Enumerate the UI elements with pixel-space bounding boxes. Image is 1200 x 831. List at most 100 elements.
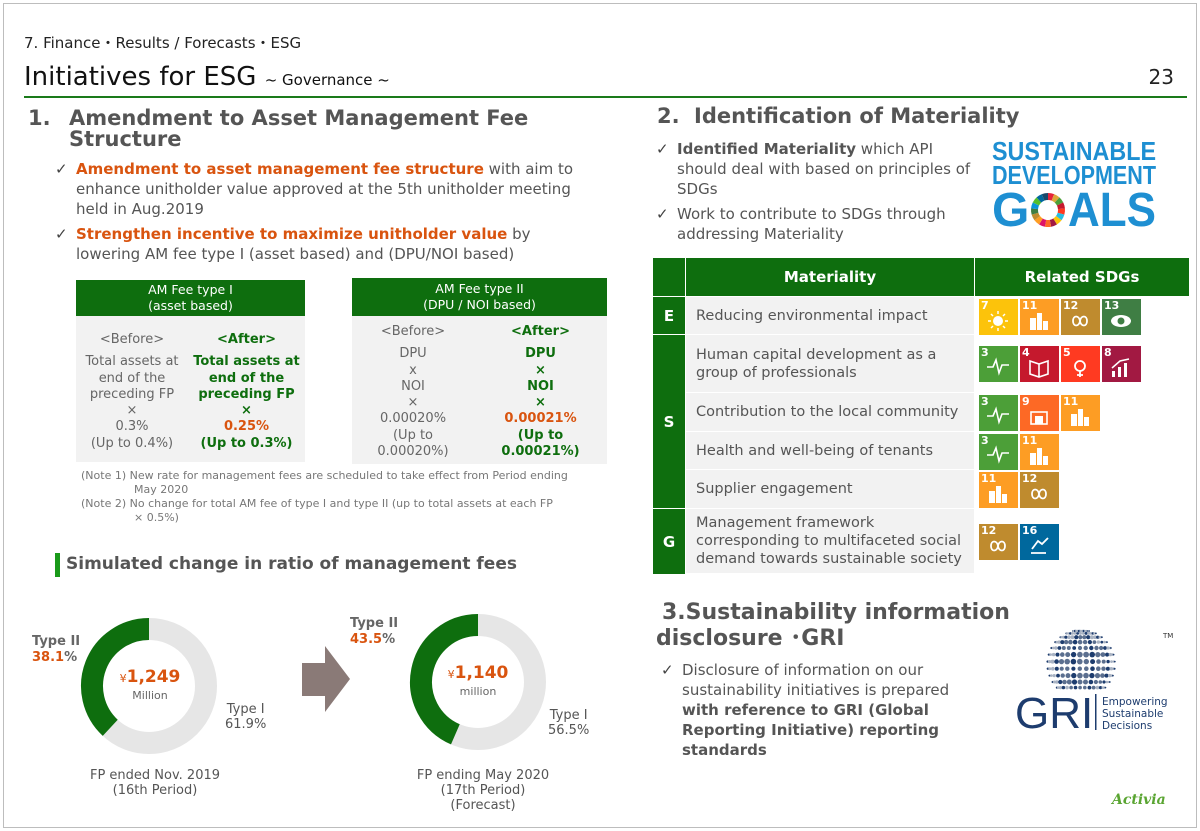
sdg-logo: SUSTAINABLE DEVELOPMENT G ALS [992,138,1156,230]
caption-line: (17th Period) [440,783,526,798]
donut-charts [81,614,546,754]
note1-line1: (Note 1) New rate for management fees ar… [81,469,568,482]
donut2-amount: 1,140 [454,663,509,683]
section3-bullet: ✓ Disclosure of information on our susta… [661,660,981,760]
sdg-goal-8-icon: 8 [1102,346,1141,382]
table-corner [653,258,685,296]
fee1-after: <After> Total assets at end of the prece… [188,316,305,462]
table-row: Health and well-being of tenants 3 11 [686,432,1189,470]
title-rule [24,96,1187,98]
page-title-text: Initiatives for ESG [24,62,257,92]
note1-line2: May 2020 [134,483,189,496]
table-row: Contribution to the local community 3 9 11 [686,393,1189,432]
bullet-highlight: Amendment to asset management fee struct… [76,160,484,178]
donut1-type2-label: Type II 38.1% [32,634,80,666]
donut2-type1-label: Type I 56.5% [548,708,589,738]
fee-line: DPU [399,346,427,362]
fee2-header: AM Fee type II (DPU / NOI based) [352,278,607,316]
page-subtitle: ~ Governance ~ [264,71,390,89]
fee-line: NOI [401,378,425,394]
row-text: Contribution to the local community [686,393,974,431]
table-row: Reducing environmental impact 7 11 12 13 [686,297,1189,335]
fee-line: <After> [217,332,276,347]
page-title: Initiatives for ESG ~ Governance ~ [24,62,390,92]
fee-line: x [409,362,417,378]
sdg-goal-5-icon: 5 [1061,346,1100,382]
gri-letters: GRI [1015,689,1093,738]
yen-sign: ¥ [119,672,127,685]
sdg-logo-line1: SUSTAINABLE [992,138,1156,166]
check-icon: ✓ [656,205,669,223]
section2-bullet1: ✓ Identified Materiality which API shoul… [656,139,976,199]
fee-line: Total assets at [85,354,179,370]
category-e: E [653,297,685,334]
donut2-caption: FP ending May 2020 (17th Period) (Foreca… [398,768,568,813]
sdg-goal-3-icon: 3 [979,395,1018,431]
section3-heading-line1: 3.Sustainability information [662,600,1010,625]
section-label: 7. Finance・Results / Forecasts・ESG [24,34,302,52]
sdg-goal-11-icon: 11 [1020,299,1059,335]
sdg-goal-16-icon: 16 [1020,523,1059,560]
section1-bullet2: ✓ Strengthen incentive to maximize unith… [55,224,595,264]
gri-tag3: Decisions [1102,720,1152,732]
fee-line: 0.00020%) [377,444,449,460]
sdg-goal-3-icon: 3 [979,434,1018,470]
donut2-type2-label: Type II 43.5% [350,616,398,648]
fee-line: end of the [98,370,166,386]
row-text: Health and well-being of tenants [686,432,974,469]
section1-number: 1. [28,106,51,130]
fee-line: 0.00020% [379,411,447,427]
gri-logo: TM GRI Empowering Sustainable Decisions [1015,629,1173,738]
fee1-header-line1: AM Fee type I [148,282,233,297]
donut1-type2-pct: 38.1 [32,650,65,665]
page-number: 23 [1148,65,1174,89]
row-text: Management framework corresponding to mu… [686,509,974,573]
fee2-header-line1: AM Fee type II [435,281,524,296]
notes: (Note 1) New rate for management fees ar… [81,469,621,525]
donut1-type2-sign: % [64,650,78,665]
row-text: Human capital development as a group of … [686,335,974,392]
sim-title-bar [55,553,60,577]
fee-line: <Before> [380,324,446,339]
donut2-center: ¥1,140 million [438,663,518,699]
fee-line: × [126,403,138,419]
check-icon: ✓ [55,160,68,178]
row-sdgs: 11 12 [975,470,1189,508]
gri-tag1: Empowering [1102,696,1168,708]
category-g: G [653,509,685,574]
caption-line: FP ending May 2020 [416,768,550,783]
table-row: Management framework corresponding to mu… [686,509,1189,574]
donut1-type1-pct: 61.9% [225,717,267,732]
section3-heading-line2: disclosure ･GRI [656,626,845,651]
fee-line: 0.00021% [504,411,577,427]
fee1-header-line2: (asset based) [148,298,233,313]
fee-line: NOI [527,378,554,394]
sdg-goal-7-icon: 7 [979,299,1018,335]
section2-number: 2. [657,104,680,128]
row-sdgs: 7 11 12 13 [975,297,1189,335]
fee-line: 0.25% [223,419,270,435]
donut-chart-2 [410,614,546,750]
fee2-after: <After> DPU × NOI × 0.00021% (Up to 0.00… [474,316,607,464]
sdg-goal-11-icon: 11 [1020,434,1059,470]
donut2-type1-name: Type I [549,708,588,723]
sdg-goal-12-icon: 12 [979,523,1018,560]
sdg-goal-13-icon: 13 [1102,299,1141,335]
fee-line: (Up to [392,427,434,443]
fee-line: × [535,362,546,378]
slice-type2 [81,618,150,736]
fee-line: 0.3% [115,419,149,435]
sdg-goal-11-icon: 11 [979,472,1018,508]
row-sdgs: 12 16 [975,509,1189,573]
fee1-before: <Before> Total assets at end of the prec… [76,316,188,462]
fee-line: × [407,395,419,411]
donut1-type2-name: Type II [32,634,81,649]
sim-title: Simulated change in ratio of management … [66,554,517,574]
row-sdgs: 3 9 11 [975,393,1189,431]
donut1-caption: FP ended Nov. 2019 (16th Period) [70,768,240,798]
gri-tm: TM [1162,632,1173,640]
materiality-table: Materiality Related SDGs E S G Reducing … [653,258,1189,574]
section2-heading: Identification of Materiality [694,104,1020,128]
sdg-logo-als: ALS [1068,184,1156,230]
